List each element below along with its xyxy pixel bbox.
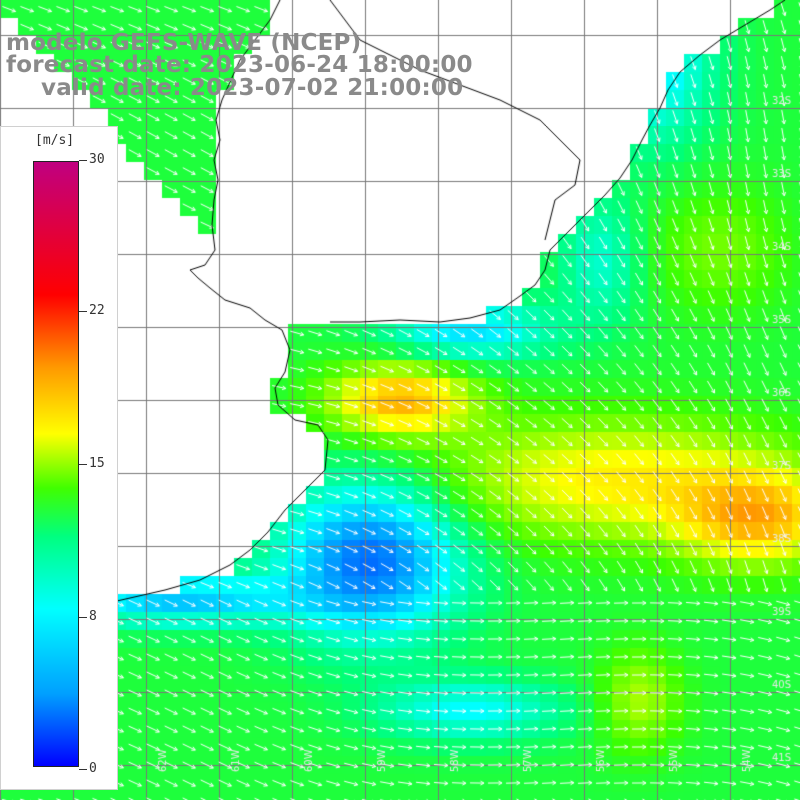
legend-tick-8: 8 [79,609,97,624]
legend-color-bar [33,161,79,767]
legend-tick-0: 0 [79,761,97,776]
forecast-date: forecast date: 2023-06-24 18:00:00 [6,52,473,78]
legend-tick-22: 22 [79,303,105,318]
legend-tick-15: 15 [79,456,105,471]
model-title: modelo GEFS-WAVE (NCEP) [6,30,362,56]
valid-date: valid date: 2023-07-02 21:00:00 [41,75,464,101]
color-legend: [m/s] 30 22 15 8 0 [0,126,118,790]
legend-units: [m/s] [35,133,75,148]
legend-tick-30: 30 [79,152,105,167]
